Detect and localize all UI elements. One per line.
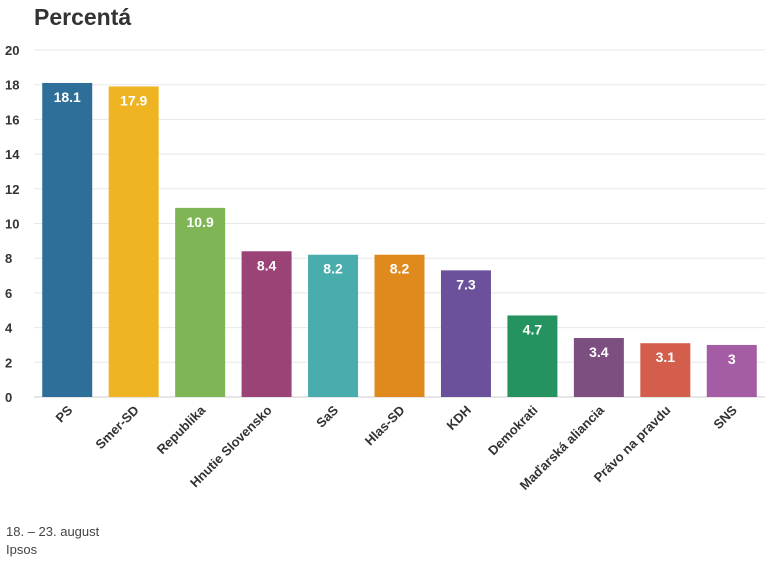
bar: [175, 207, 226, 397]
category-label: SaS: [313, 402, 341, 430]
bar: [42, 82, 93, 397]
y-tick-label: 12: [5, 182, 19, 197]
data-label: 7.3: [456, 276, 476, 292]
bar: [440, 270, 491, 397]
chart-title: Percentá: [34, 4, 132, 30]
y-axis-ticks: 0 2 4 6 8 10 12 14 16 18 20: [5, 43, 20, 405]
y-tick-label: 20: [5, 43, 19, 58]
y-tick-label: 6: [5, 286, 12, 301]
bar: [308, 254, 359, 397]
data-label: 4.7: [523, 321, 543, 337]
category-label: Demokrati: [485, 403, 541, 459]
y-tick-label: 10: [5, 217, 19, 232]
data-label: 3.1: [656, 349, 676, 365]
category-label: PS: [52, 402, 75, 425]
category-label: SNS: [710, 402, 740, 432]
y-tick-label: 16: [5, 112, 19, 127]
y-tick-label: 18: [5, 78, 19, 93]
data-label: 17.9: [120, 92, 147, 108]
y-tick-label: 4: [5, 321, 13, 336]
bar: [374, 254, 425, 397]
bar: [640, 343, 691, 397]
data-label: 3.4: [589, 344, 609, 360]
bar: [241, 251, 292, 397]
data-label: 10.9: [187, 214, 214, 230]
bars: [42, 82, 757, 397]
bar: [108, 86, 159, 397]
y-tick-label: 2: [5, 355, 12, 370]
category-label: Hlas-SD: [362, 403, 408, 449]
category-label: Smer-SD: [92, 403, 141, 452]
data-labels: 18.1 17.9 10.9 8.4 8.2 8.2 7.3 4.7 3.4 3.1 3: [54, 89, 736, 367]
survey-dates: 18. – 23. august: [6, 524, 100, 539]
category-label: Republika: [154, 402, 209, 457]
data-label: 18.1: [54, 89, 81, 105]
survey-source: Ipsos: [6, 542, 38, 557]
y-tick-label: 14: [5, 147, 20, 162]
bar: [507, 315, 558, 397]
data-label: 3: [728, 351, 736, 367]
y-tick-label: 8: [5, 251, 12, 266]
y-tick-label: 0: [5, 390, 12, 405]
category-label: KDH: [444, 403, 475, 434]
data-label: 8.4: [257, 257, 277, 273]
data-label: 8.2: [323, 261, 343, 277]
bar: [573, 338, 624, 397]
data-label: 8.2: [390, 261, 410, 277]
bar: [706, 344, 757, 397]
